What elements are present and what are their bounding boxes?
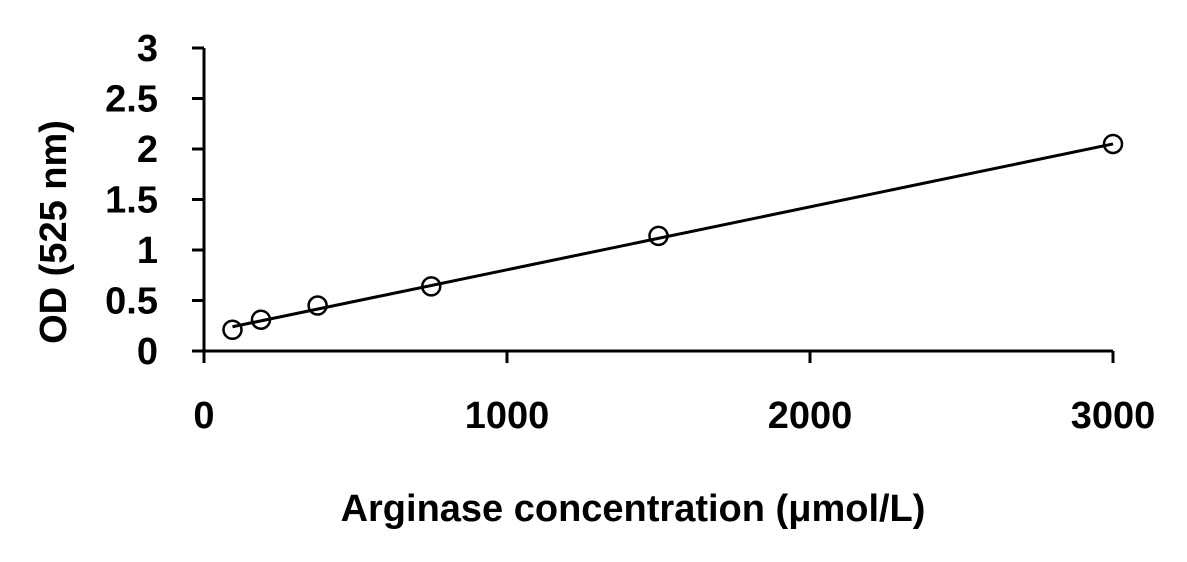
y-axis-title: OD (525 nm) bbox=[33, 120, 75, 344]
trendline-group bbox=[232, 142, 1114, 329]
data-point bbox=[1102, 133, 1124, 155]
x-axis-ticks: 0 1000 2000 3000 bbox=[193, 351, 1155, 437]
y-tick-label: 3 bbox=[137, 28, 158, 70]
data-point bbox=[250, 309, 272, 330]
y-tick-label: 1 bbox=[137, 230, 158, 272]
data-point bbox=[222, 319, 243, 341]
y-tick-label: 1.5 bbox=[105, 180, 158, 222]
x-tick-label: 2000 bbox=[768, 395, 853, 437]
y-tick-label: 0 bbox=[137, 331, 158, 373]
data-point bbox=[421, 276, 442, 297]
x-axis-title: Arginase concentration (μmol/L) bbox=[341, 488, 926, 530]
y-tick-label: 0.5 bbox=[105, 281, 158, 323]
x-tick-label: 1000 bbox=[465, 395, 550, 437]
data-points bbox=[222, 133, 1124, 341]
x-tick-label: 3000 bbox=[1071, 395, 1156, 437]
trendline bbox=[232, 142, 1114, 329]
y-tick-label: 2.5 bbox=[105, 79, 158, 121]
y-tick-label: 2 bbox=[137, 129, 158, 171]
data-point bbox=[307, 295, 328, 316]
y-axis-ticks: 0 0.5 1 1.5 2 2.5 3 bbox=[105, 28, 204, 373]
x-tick-label: 0 bbox=[193, 395, 214, 437]
data-point bbox=[648, 225, 669, 247]
